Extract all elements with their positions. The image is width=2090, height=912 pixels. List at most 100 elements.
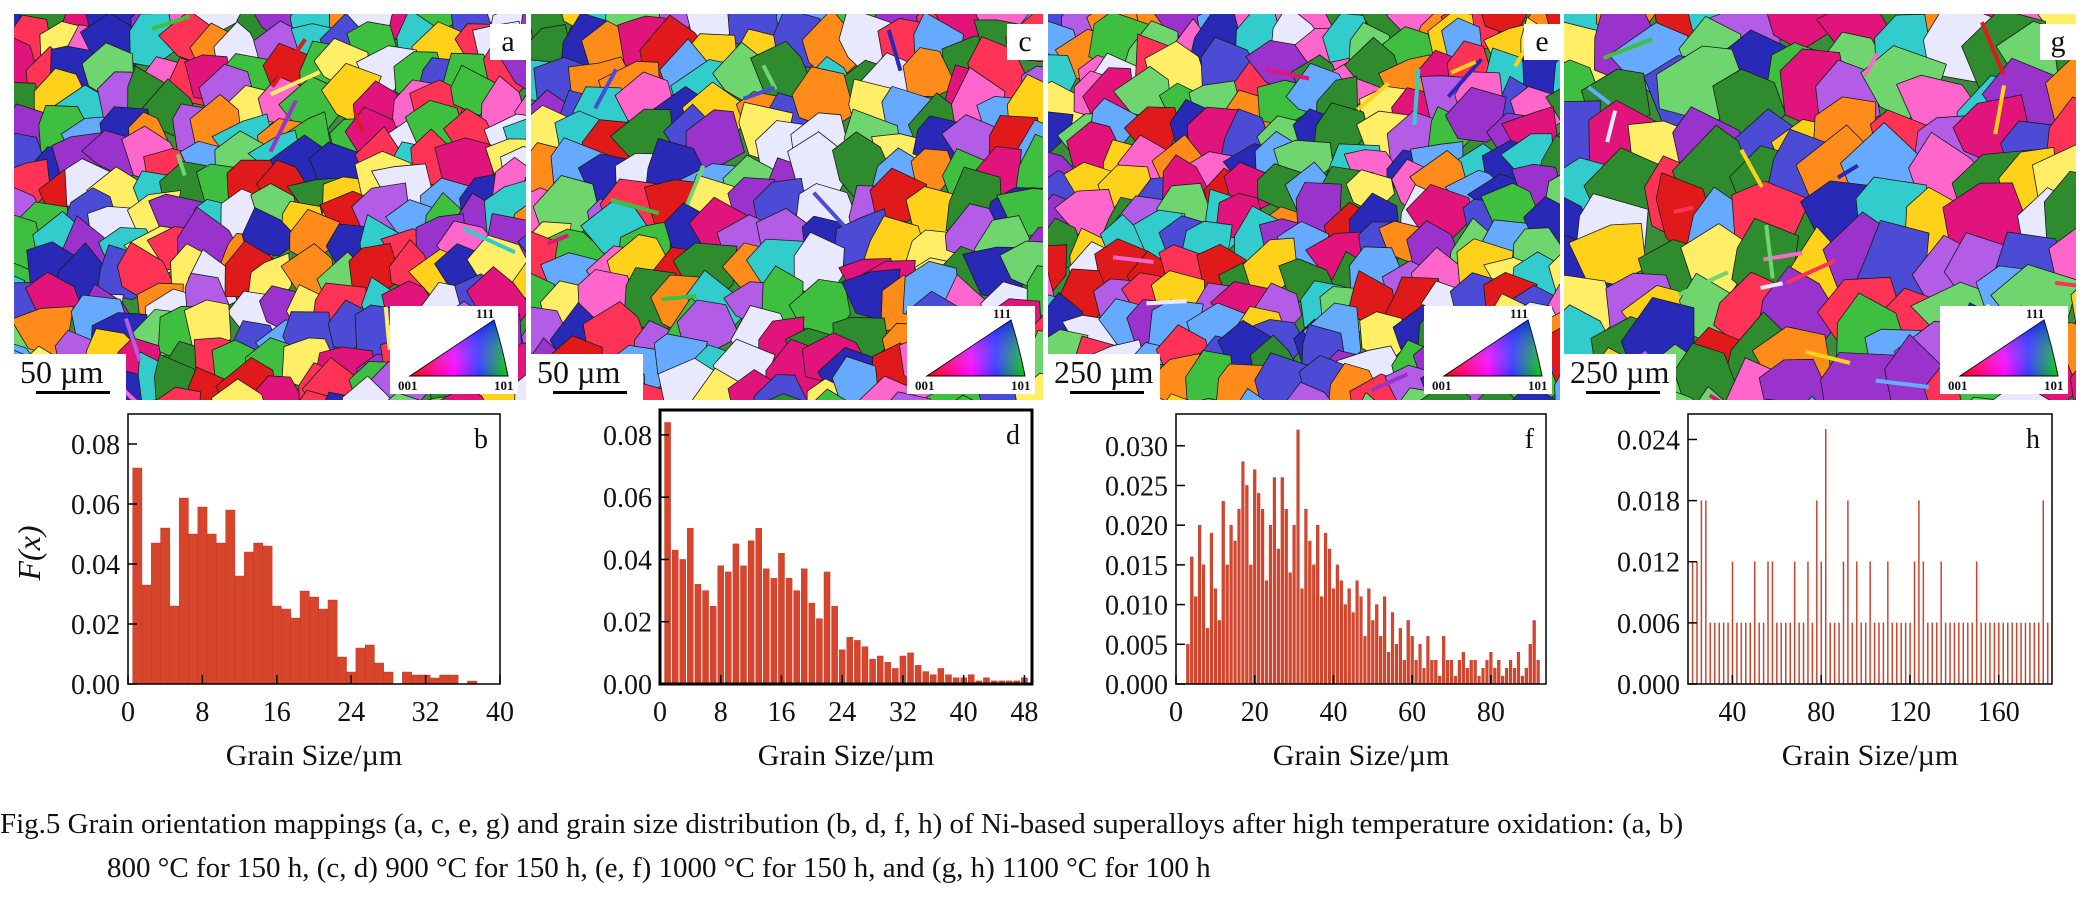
x-tick-label: 0	[1169, 697, 1183, 728]
bar	[1975, 561, 1978, 685]
ipf-label-top: 111	[993, 306, 1012, 321]
bar	[1749, 622, 1751, 685]
scale-bar-line	[1586, 391, 1660, 394]
panel-letter: b	[474, 424, 488, 455]
bar	[2042, 500, 2044, 685]
bar	[1829, 622, 1831, 685]
bar	[1731, 561, 1734, 685]
bar	[1984, 622, 1987, 685]
panel-letter: g	[2040, 24, 2076, 60]
x-tick-label: 80	[1477, 697, 1505, 728]
bar	[2029, 622, 2031, 685]
ipf-label-left: 001	[1432, 378, 1452, 393]
bar	[1878, 622, 1880, 685]
y-tick-label: 0.00	[71, 670, 120, 701]
bar	[1909, 622, 1911, 685]
ipf-color-key: 111 001 101	[1940, 306, 2068, 394]
orientation-map-g: g 111 001 101 250 µm	[1564, 14, 2076, 400]
bar	[1807, 561, 1809, 685]
x-tick-label: 16	[767, 697, 795, 728]
scale-bar-label: 250 µm	[1570, 354, 1670, 390]
bar	[2007, 622, 2009, 685]
y-tick-label: 0.010	[1105, 591, 1168, 622]
figure-caption-line-1: Fig.5 Grain orientation mappings (a, c, …	[0, 808, 1684, 840]
plot-frame	[1175, 413, 1547, 685]
bar	[1971, 622, 1973, 685]
x-tick-label: 20	[1241, 697, 1269, 728]
scale-bar-label: 50 µm	[537, 354, 621, 390]
x-tick-label: 24	[828, 697, 856, 728]
bar	[1900, 622, 1902, 685]
bar	[1789, 622, 1791, 685]
bar	[2046, 622, 2049, 685]
y-tick-label: 0.012	[1617, 548, 1680, 579]
scale-bar: 250 µm	[1564, 354, 1676, 400]
bar	[1873, 622, 1876, 685]
scale-bar: 50 µm	[531, 354, 643, 400]
ipf-label-top: 111	[2026, 306, 2045, 321]
y-tick-label: 0.08	[603, 421, 652, 452]
bar	[1904, 622, 1907, 685]
bar	[1727, 622, 1729, 685]
bar	[2033, 622, 2036, 685]
bar	[1758, 622, 1760, 685]
plot-frame	[658, 408, 1034, 686]
y-tick-label: 0.04	[71, 550, 120, 581]
y-tick-label: 0.06	[603, 483, 652, 514]
bar	[1967, 622, 1969, 685]
bar	[1931, 622, 1933, 685]
bar	[1780, 622, 1783, 685]
bar	[2038, 622, 2040, 685]
plot-frame	[127, 413, 501, 685]
x-tick-label: 160	[1978, 697, 2020, 728]
y-tick-label: 0.06	[71, 490, 120, 521]
ipf-label-top: 111	[476, 306, 495, 321]
bar	[1953, 622, 1956, 685]
bar	[1882, 622, 1885, 685]
ipf-label-right: 101	[2044, 378, 2064, 393]
scale-bar: 250 µm	[1048, 354, 1160, 400]
panel-letter: f	[1525, 424, 1535, 455]
bar	[1896, 622, 1898, 685]
bar	[1798, 622, 1800, 685]
scale-bar-label: 50 µm	[20, 354, 104, 390]
bar	[2015, 622, 2018, 685]
ipf-label-left: 001	[1948, 378, 1968, 393]
ipf-label-right: 101	[1011, 378, 1031, 393]
bar	[1949, 622, 1951, 685]
orientation-map-a: a 111 001 101 50 µm	[14, 14, 526, 400]
bar	[1887, 561, 1889, 685]
bar	[1935, 622, 1938, 685]
panel-letter: a	[490, 24, 526, 60]
grain-mosaic	[14, 14, 526, 400]
bar	[1869, 561, 1871, 685]
y-tick-label: 0.00	[603, 670, 652, 701]
y-tick-label: 0.005	[1105, 630, 1168, 661]
figure-caption-line-2: 800 °C for 150 h, (c, d) 900 °C for 150 …	[107, 852, 1211, 884]
bar	[1820, 561, 1822, 685]
x-tick-label: 32	[412, 697, 440, 728]
ipf-label-left: 001	[915, 378, 935, 393]
y-tick-label: 0.02	[71, 610, 120, 641]
x-tick-label: 32	[889, 697, 917, 728]
bar	[2024, 622, 2027, 685]
ipf-label-right: 101	[1528, 378, 1548, 393]
panel-letter: e	[1524, 24, 1560, 60]
x-tick-label: 40	[1319, 697, 1347, 728]
y-tick-label: 0.000	[1617, 670, 1680, 701]
bar	[1700, 500, 1703, 685]
bar	[1736, 622, 1738, 685]
x-axis-label: Grain Size/µm	[226, 739, 402, 772]
bar	[1771, 561, 1774, 685]
grain-mosaic	[531, 14, 1043, 400]
y-tick-label: 0.020	[1105, 511, 1168, 542]
bar	[1767, 561, 1769, 685]
bar	[1998, 622, 2000, 685]
x-tick-label: 80	[1807, 697, 1835, 728]
ipf-label-right: 101	[494, 378, 514, 393]
plot-frame	[1687, 413, 2053, 685]
y-axis-label: F(x)	[11, 525, 47, 581]
x-tick-label: 40	[950, 697, 978, 728]
x-tick-label: 60	[1398, 697, 1426, 728]
